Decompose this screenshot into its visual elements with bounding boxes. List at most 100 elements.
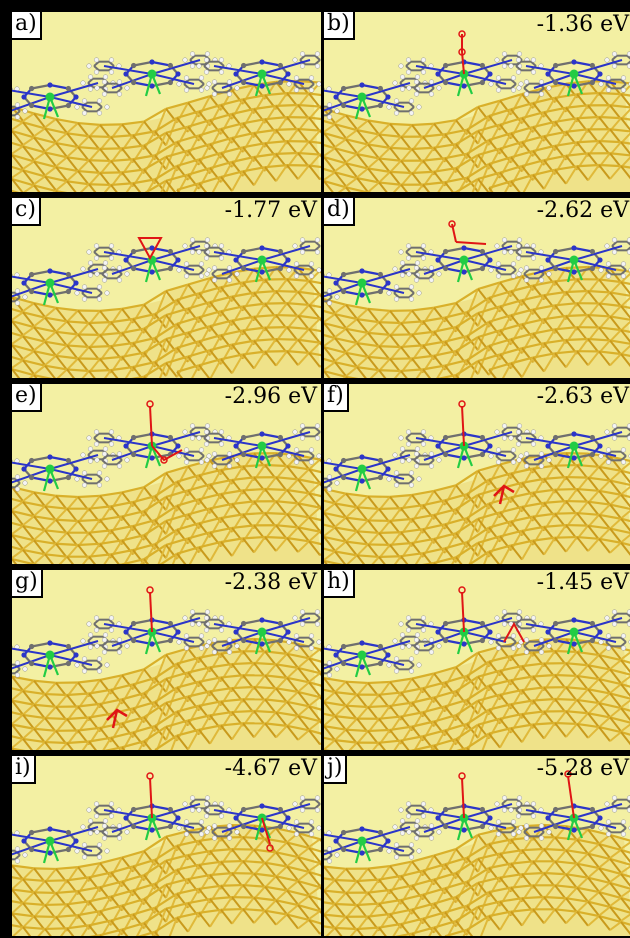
gold-bond — [286, 489, 299, 505]
hydrogen-atom — [74, 662, 80, 668]
gold-bond — [154, 543, 167, 559]
gold-bond — [598, 513, 622, 520]
gold-bond — [110, 158, 134, 163]
gold-bond — [587, 712, 600, 728]
gold-bond — [308, 705, 321, 721]
hydrogen-atom — [386, 476, 392, 482]
gold-bond — [22, 500, 46, 508]
gold-bond — [275, 103, 299, 107]
gold-bond — [209, 343, 233, 352]
gold-bond — [187, 95, 211, 104]
hydrogen-atom — [515, 441, 522, 447]
gold-bond — [143, 653, 167, 671]
gold-bond — [297, 681, 310, 693]
gold-bond — [198, 724, 222, 731]
gold-bond — [121, 558, 145, 564]
hydrogen-atom — [80, 266, 86, 272]
oxygen-species — [146, 400, 154, 447]
carbon-atom — [589, 265, 595, 272]
gold-bond — [455, 541, 479, 559]
metal-atom — [257, 441, 267, 451]
gold-bond — [103, 553, 112, 564]
bond — [203, 60, 210, 67]
gold-bond — [587, 678, 600, 691]
gold-bond — [620, 280, 630, 286]
bond — [515, 246, 522, 253]
gold-bond — [466, 541, 479, 557]
bond — [116, 273, 123, 280]
gold-bond — [66, 333, 79, 347]
gold-bond — [565, 536, 578, 553]
gold-bond — [587, 664, 600, 680]
gold-bond — [345, 492, 369, 498]
gold-bond — [99, 674, 123, 681]
gold-bond — [297, 502, 321, 509]
gold-bond — [356, 153, 380, 160]
gold-bond — [345, 693, 358, 707]
macrocycle — [12, 260, 116, 306]
gold-bond — [444, 181, 454, 192]
gold-bond — [444, 335, 468, 343]
hydrogen-atom — [299, 423, 306, 429]
gold-bond — [345, 530, 358, 543]
gold-bond — [12, 141, 24, 148]
hydrogen-atom — [293, 273, 300, 279]
gold-bond — [220, 329, 244, 337]
gold-bond — [324, 550, 336, 561]
gold-bond — [620, 731, 630, 746]
gold-bond — [132, 676, 156, 686]
gold-bond — [154, 734, 178, 750]
nitrogen-atom — [149, 269, 155, 275]
gold-bond — [400, 739, 410, 750]
gold-bond — [532, 144, 556, 153]
gold-bond — [411, 354, 435, 360]
gold-bond — [400, 555, 409, 564]
gold-bond — [532, 280, 556, 287]
hydrogen-atom — [523, 649, 530, 655]
bond — [573, 245, 623, 261]
gold-bond — [297, 266, 321, 272]
hydrogen-atom — [314, 609, 321, 615]
hydrogen-atom — [399, 272, 406, 278]
gold-bond — [308, 516, 321, 522]
gold-bond — [231, 107, 255, 116]
carbon-atom — [65, 271, 71, 278]
gold-bond — [466, 344, 490, 362]
bond — [96, 473, 103, 480]
gold-bond — [12, 714, 24, 725]
hydrogen-atom — [515, 243, 522, 249]
gold-bond — [468, 542, 479, 564]
carbon-atom — [479, 434, 485, 441]
gold-bond — [609, 541, 622, 554]
gold-bond — [411, 122, 435, 127]
gold-bond — [449, 738, 457, 750]
gold-bond — [286, 488, 310, 495]
gold-bond — [22, 704, 35, 716]
gold-bond — [389, 146, 413, 151]
hydrogen-atom — [530, 429, 537, 435]
gold-bond — [231, 722, 244, 741]
gold-bond — [12, 521, 24, 527]
gold-bond — [66, 357, 79, 371]
gold-bond — [143, 154, 156, 174]
bond — [261, 59, 311, 75]
hydrogen-atom — [183, 87, 190, 93]
gold-surface-fill — [12, 267, 321, 378]
gold-bond — [198, 182, 207, 192]
gold-bond — [346, 554, 358, 564]
bond — [455, 241, 487, 245]
bond — [611, 54, 618, 61]
gold-bond — [598, 678, 622, 686]
gold-bond — [324, 132, 336, 148]
gold-bond — [415, 184, 424, 192]
bond — [308, 455, 315, 462]
gold-bond — [598, 350, 611, 367]
gold-bond — [66, 156, 90, 162]
hydrogen-atom — [94, 643, 100, 649]
gold-bond — [308, 164, 321, 181]
hydrogen-atom — [326, 300, 333, 306]
gold-bond — [499, 93, 523, 102]
gold-bond — [143, 130, 156, 150]
panel-e-energy: -2.96 eV — [224, 384, 317, 409]
gold-bond — [411, 146, 435, 151]
